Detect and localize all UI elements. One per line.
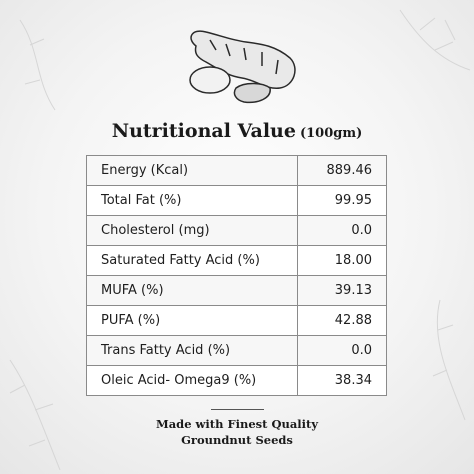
nutrient-value: 0.0 — [297, 215, 387, 246]
nutrient-value: 42.88 — [297, 305, 387, 336]
nutrient-value: 99.95 — [297, 185, 387, 216]
nutrient-name: Saturated Fatty Acid (%) — [86, 245, 298, 276]
nutrient-value: 38.34 — [297, 365, 387, 396]
nutrient-name: Total Fat (%) — [86, 185, 298, 216]
nutrient-name: Trans Fatty Acid (%) — [86, 335, 298, 366]
title-text: Nutritional Value — [111, 120, 296, 142]
footer-line: Made with Finest Quality — [155, 417, 319, 431]
table-row: PUFA (%) 42.88 — [86, 305, 387, 336]
nutrient-name: MUFA (%) — [86, 275, 298, 306]
leaf-pattern — [9, 9, 471, 471]
peanut-illustration — [189, 30, 296, 104]
nutrition-table: Energy (Kcal) 889.46 Total Fat (%) 99.95 Cho… — [86, 155, 387, 396]
footer-line: Groundnut Seeds — [181, 433, 293, 447]
nutrient-name: PUFA (%) — [86, 305, 298, 336]
table-row: Energy (Kcal) 889.46 — [86, 155, 387, 186]
nutrient-name: Oleic Acid- Omega9 (%) — [86, 365, 298, 396]
table-row: Oleic Acid- Omega9 (%) 38.34 — [86, 365, 387, 396]
title-unit: (100gm) — [299, 126, 363, 141]
title: Nutritional Value (100gm) — [0, 120, 474, 142]
table-row: Trans Fatty Acid (%) 0.0 — [86, 335, 387, 366]
table-row: Saturated Fatty Acid (%) 18.00 — [86, 245, 387, 276]
nutrient-value: 889.46 — [297, 155, 387, 186]
table-row: Cholesterol (mg) 0.0 — [86, 215, 387, 246]
nutrient-value: 39.13 — [297, 275, 387, 306]
divider — [211, 409, 264, 410]
table-row: MUFA (%) 39.13 — [86, 275, 387, 306]
table-row: Total Fat (%) 99.95 — [86, 185, 387, 216]
nutrient-value: 18.00 — [297, 245, 387, 276]
nutrient-name: Cholesterol (mg) — [86, 215, 298, 246]
nutrient-name: Energy (Kcal) — [86, 155, 298, 186]
footer: Made with Finest Quality Groundnut Seeds — [0, 416, 474, 448]
nutrient-value: 0.0 — [297, 335, 387, 366]
